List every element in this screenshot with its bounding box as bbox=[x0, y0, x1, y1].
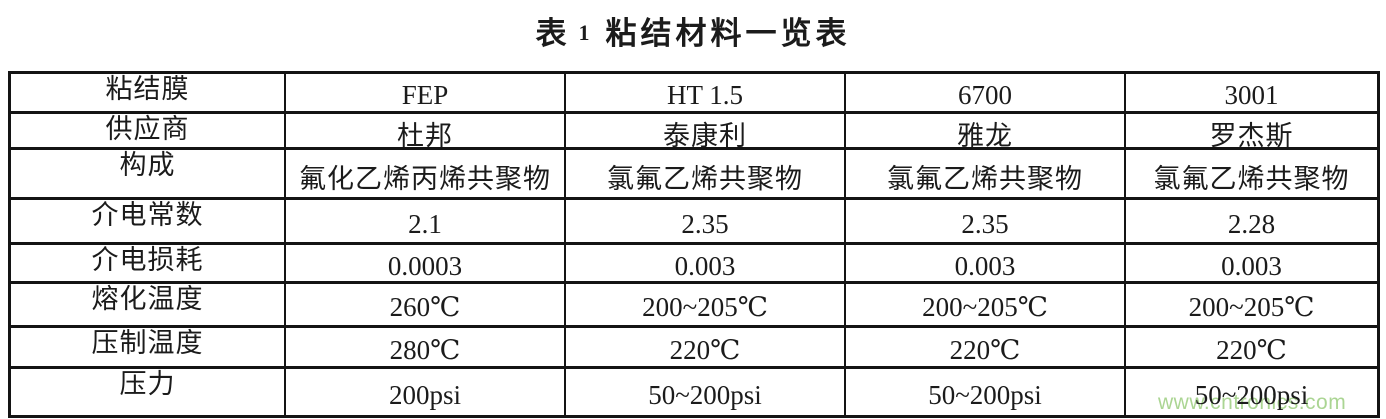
row-label-cell: 介电损耗 bbox=[11, 245, 286, 281]
cell-value: 氟化乙烯丙烯共聚物 bbox=[299, 164, 551, 194]
row-label: 构成 bbox=[119, 150, 176, 180]
value-cell: 220℃ bbox=[846, 328, 1126, 366]
cell-value: 2.1 bbox=[408, 208, 442, 239]
cell-value: 2.35 bbox=[681, 208, 729, 239]
table-row: 供应商 杜邦 泰康利 雅龙 罗杰斯 bbox=[11, 114, 1377, 151]
table-row: 熔化温度 260℃ 200~205℃ 200~205℃ 200~205℃ bbox=[11, 284, 1377, 328]
value-cell: 0.003 bbox=[1126, 245, 1377, 281]
value-cell: 50~200psi bbox=[1126, 369, 1377, 415]
cell-value: 氯氟乙烯共聚物 bbox=[607, 164, 803, 194]
table-title-text: 粘结材料一览表 bbox=[605, 16, 851, 51]
table-row: 压制温度 280℃ 220℃ 220℃ 220℃ bbox=[11, 328, 1377, 369]
table-row: 介电常数 2.1 2.35 2.35 2.28 bbox=[11, 200, 1377, 245]
cell-value: 2.35 bbox=[961, 208, 1009, 239]
value-cell: 泰康利 bbox=[566, 114, 846, 151]
cell-value: 2.28 bbox=[1227, 208, 1276, 239]
row-label-cell: 构成 bbox=[11, 150, 286, 197]
row-label: 熔化温度 bbox=[91, 284, 204, 314]
row-label-cell: 压制温度 bbox=[11, 328, 286, 366]
cell-value: 杜邦 bbox=[397, 121, 453, 151]
value-cell: HT 1.5 bbox=[566, 74, 846, 111]
value-cell: 220℃ bbox=[1126, 328, 1377, 366]
cell-value: 200~205℃ bbox=[922, 292, 1048, 322]
cell-value: 雅龙 bbox=[957, 121, 1013, 151]
row-label: 供应商 bbox=[105, 114, 190, 144]
value-cell: 50~200psi bbox=[846, 369, 1126, 415]
cell-value: 200~205℃ bbox=[1188, 292, 1315, 322]
value-cell: 50~200psi bbox=[566, 369, 846, 415]
cell-value: 220℃ bbox=[669, 334, 741, 365]
value-cell: 3001 bbox=[1126, 74, 1377, 111]
value-cell: FEP bbox=[286, 74, 566, 111]
value-cell: 200psi bbox=[286, 369, 566, 415]
value-cell: 200~205℃ bbox=[1126, 284, 1377, 325]
value-cell: 氯氟乙烯共聚物 bbox=[566, 150, 846, 197]
table-row: 构成 氟化乙烯丙烯共聚物 氯氟乙烯共聚物 氯氟乙烯共聚物 氯氟乙烯共聚物 bbox=[11, 150, 1377, 200]
cell-value: 3001 bbox=[1224, 80, 1279, 110]
table-row: 粘结膜 FEP HT 1.5 6700 3001 bbox=[11, 74, 1377, 114]
value-cell: 200~205℃ bbox=[846, 284, 1126, 325]
bonding-materials-table: 粘结膜 FEP HT 1.5 6700 3001 供应商 杜邦 泰康利 雅龙 罗杰斯 构成 … bbox=[8, 71, 1380, 418]
cell-value: HT 1.5 bbox=[666, 80, 743, 110]
row-label: 介电常数 bbox=[91, 200, 204, 230]
table-title-word: 表 bbox=[535, 16, 569, 51]
table-row: 介电损耗 0.0003 0.003 0.003 0.003 bbox=[11, 245, 1377, 284]
value-cell: 2.35 bbox=[846, 200, 1126, 242]
value-cell: 氯氟乙烯共聚物 bbox=[846, 150, 1126, 197]
row-label-cell: 压力 bbox=[11, 369, 286, 415]
cell-value: 220℃ bbox=[1216, 334, 1287, 365]
value-cell: 0.0003 bbox=[286, 245, 566, 281]
row-label: 压制温度 bbox=[91, 328, 204, 358]
value-cell: 280℃ bbox=[286, 328, 566, 366]
cell-value: 260℃ bbox=[389, 292, 461, 322]
cell-value: 0.003 bbox=[1221, 250, 1282, 281]
cell-value: 0.003 bbox=[954, 250, 1016, 281]
value-cell: 氯氟乙烯共聚物 bbox=[1126, 150, 1377, 197]
cell-value: 50~200psi bbox=[1194, 379, 1309, 410]
table-title: 表 1 粘结材料一览表 bbox=[0, 8, 1386, 53]
table-row: 压力 200psi 50~200psi 50~200psi 50~200psi bbox=[11, 369, 1377, 415]
value-cell: 2.1 bbox=[286, 200, 566, 242]
cell-value: 氯氟乙烯共聚物 bbox=[887, 164, 1083, 194]
row-label-cell: 粘结膜 bbox=[11, 74, 286, 111]
cell-value: 50~200psi bbox=[928, 379, 1042, 410]
value-cell: 雅龙 bbox=[846, 114, 1126, 151]
value-cell: 220℃ bbox=[566, 328, 846, 366]
cell-value: FEP bbox=[401, 80, 449, 110]
row-label-cell: 介电常数 bbox=[11, 200, 286, 242]
table-title-number: 1 bbox=[578, 20, 590, 45]
value-cell: 氟化乙烯丙烯共聚物 bbox=[286, 150, 566, 197]
row-label: 介电损耗 bbox=[91, 245, 204, 275]
cell-value: 0.003 bbox=[674, 250, 736, 281]
value-cell: 0.003 bbox=[846, 245, 1126, 281]
value-cell: 杜邦 bbox=[286, 114, 566, 151]
value-cell: 2.28 bbox=[1126, 200, 1377, 242]
cell-value: 氯氟乙烯共聚物 bbox=[1153, 164, 1350, 194]
value-cell: 200~205℃ bbox=[566, 284, 846, 325]
cell-value: 泰康利 bbox=[663, 121, 747, 151]
cell-value: 50~200psi bbox=[648, 379, 762, 410]
cell-value: 220℃ bbox=[949, 334, 1021, 365]
cell-value: 280℃ bbox=[389, 334, 461, 365]
row-label: 粘结膜 bbox=[105, 74, 190, 104]
cell-value: 6700 bbox=[958, 80, 1012, 110]
value-cell: 2.35 bbox=[566, 200, 846, 242]
value-cell: 6700 bbox=[846, 74, 1126, 111]
value-cell: 0.003 bbox=[566, 245, 846, 281]
cell-value: 200~205℃ bbox=[642, 292, 768, 322]
row-label-cell: 熔化温度 bbox=[11, 284, 286, 325]
cell-value: 200psi bbox=[388, 379, 461, 410]
value-cell: 260℃ bbox=[286, 284, 566, 325]
cell-value: 0.0003 bbox=[387, 250, 463, 281]
cell-value: 罗杰斯 bbox=[1209, 121, 1294, 151]
watermark-url: www.cntronics.com bbox=[1158, 391, 1347, 414]
row-label: 压力 bbox=[119, 369, 176, 399]
value-cell: 罗杰斯 bbox=[1126, 114, 1377, 151]
row-label-cell: 供应商 bbox=[11, 114, 286, 147]
